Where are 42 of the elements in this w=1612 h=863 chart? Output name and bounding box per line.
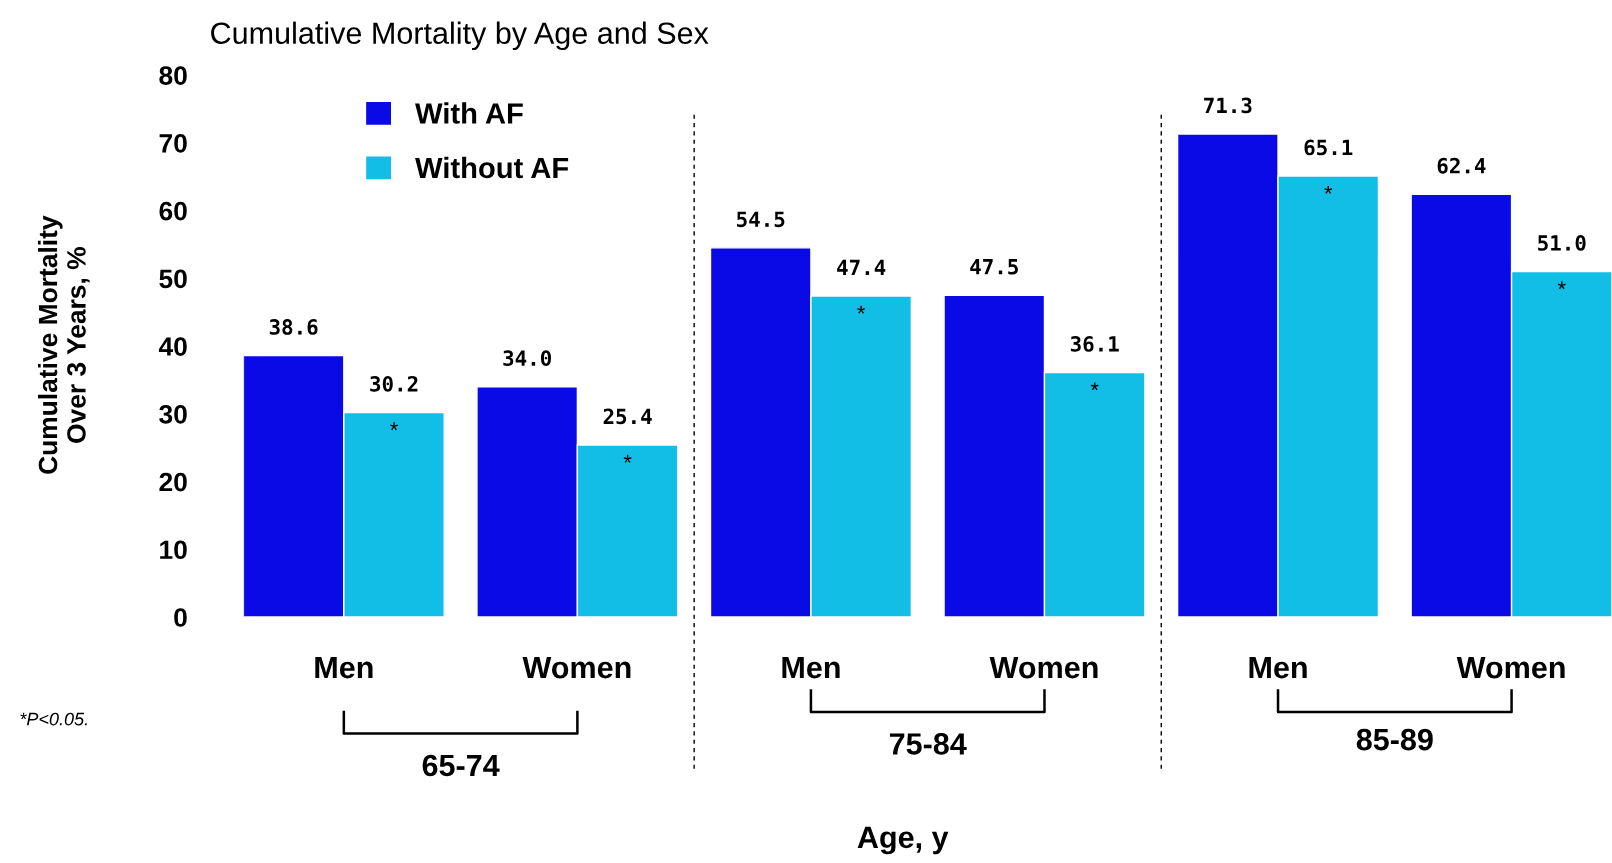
annotation: *: [623, 454, 632, 463]
data-label: 51.0: [1538, 235, 1586, 251]
data-label: 25.4: [603, 408, 652, 425]
x-tick-label: Women: [522, 657, 631, 679]
annotation: *: [857, 305, 866, 314]
data-label: 62.4: [1437, 157, 1486, 174]
text: 65-74: [422, 754, 500, 777]
chart-title: Cumulative Mortality by Age and Sex: [211, 21, 709, 51]
data-label: 47.5: [970, 259, 1018, 275]
x-tick-label: Men: [315, 657, 373, 679]
text: *P<0.05.: [20, 712, 87, 726]
data-label: 30.2: [370, 375, 418, 392]
y-tick-label: 70: [159, 133, 187, 153]
text: 85-89: [1356, 728, 1433, 751]
data-label: 47.4: [837, 259, 886, 275]
data-label: 36.1: [1070, 336, 1119, 352]
annotation: *: [1324, 185, 1333, 194]
annotation: *: [390, 422, 399, 431]
y-tick-label: 60: [159, 201, 187, 221]
data-label: 34.0: [503, 350, 552, 367]
y-tick-label: 0: [174, 608, 187, 627]
text: 75-84: [889, 733, 967, 755]
annotation: *: [1090, 382, 1099, 391]
data-label: 54.5: [737, 211, 785, 228]
y-tick-label: 30: [159, 404, 187, 424]
y-tick-label: 40: [158, 337, 187, 356]
annotation: *: [1557, 281, 1566, 290]
y-tick-label: 10: [160, 540, 187, 560]
data-label: 71.3: [1204, 97, 1252, 114]
data-label: 65.1: [1304, 139, 1353, 156]
x-tick-label: Men: [1249, 657, 1307, 679]
y-tick-label: 50: [159, 269, 187, 289]
x-tick-label: Women: [989, 657, 1098, 679]
legend-label: With AF: [415, 102, 523, 124]
x-tick-label: Women: [1456, 657, 1565, 679]
legend-label: Without AF: [415, 156, 569, 179]
x-tick-label: Men: [782, 657, 840, 679]
y-tick-label: 20: [159, 472, 187, 492]
x-axis-title: Age, y: [857, 826, 949, 855]
y-tick-label: 80: [159, 66, 187, 85]
y-axis-title: Cumulative Mortality Over 3 Years, %: [37, 215, 90, 474]
data-label: 38.6: [269, 319, 318, 335]
